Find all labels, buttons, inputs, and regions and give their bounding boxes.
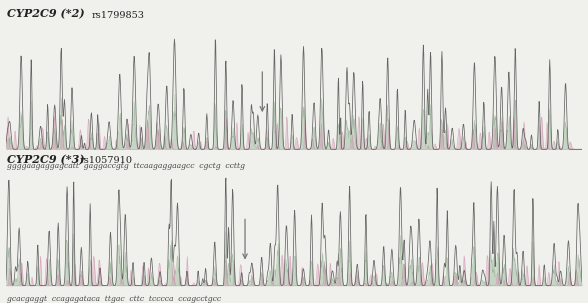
Text: CYP2C9 (*2): CYP2C9 (*2): [7, 9, 85, 20]
Text: rs1057910: rs1057910: [79, 156, 132, 165]
Text: gcacgaggt  ccagagataca  ttgac  cttc  tcccca  ccagcctgcc: gcacgaggt ccagagataca ttgac cttc tcccca …: [7, 295, 221, 303]
Text: rs1799853: rs1799853: [91, 11, 144, 20]
Text: CYP2C9 (*3): CYP2C9 (*3): [7, 154, 85, 165]
Text: ggggaagaggagcatt  gaggaccgtg  ttcaagaggaagcc  cgctg  ccttg: ggggaagaggagcatt gaggaccgtg ttcaagaggaag…: [7, 162, 245, 170]
